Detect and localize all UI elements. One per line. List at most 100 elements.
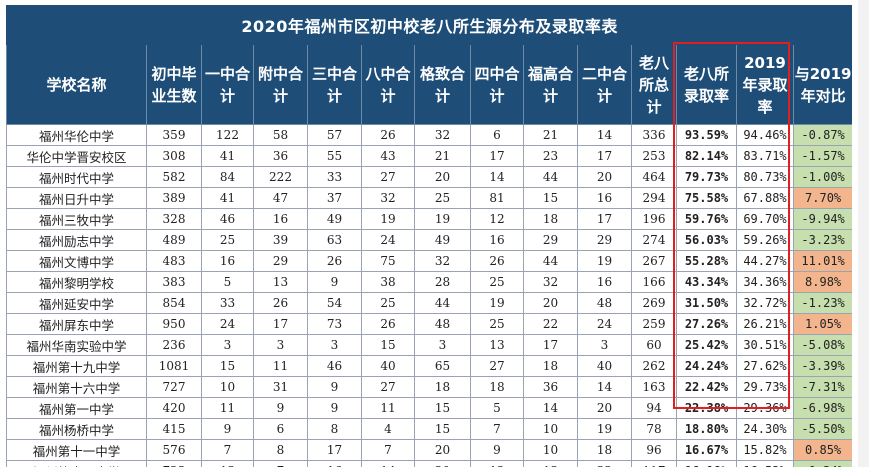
table-row[interactable]: 福州华伦中学 359 122 58 57 26 32 6 21 14 336 93.59% 94.46%… — [6, 124, 852, 146]
table-row[interactable]: 福州第十八中学72313716142012132211716.18%16.52%… — [6, 460, 852, 467]
gezhi-cell: 15 — [414, 418, 471, 440]
fuzhong-cell: 26 — [253, 292, 308, 314]
table-row[interactable]: 福州时代中学 582 84 222 33 27 20 14 44 20 464 79.73% 80.73… — [6, 166, 852, 188]
school-name-cell: 福州第十六中学 — [6, 376, 147, 398]
bazhong-cell: 38 — [361, 271, 415, 293]
sanzhong-cell: 46 — [307, 355, 362, 377]
header-sanzhong-total[interactable]: 三中合计 — [307, 44, 362, 125]
fugao-cell: 18 — [523, 355, 578, 377]
table-row[interactable]: 福州华南实验中学 236 3 3 3 15 3 13 17 3 60 25.42% 30.51% -5.0… — [6, 334, 852, 356]
diff-2019-cell: -5.08% — [792, 334, 852, 356]
rate-2019-cell: 34.36% — [736, 271, 794, 293]
gezhi-cell: 15 — [414, 397, 471, 419]
rate-2019-cell: 29.73% — [736, 376, 794, 398]
table-row[interactable]: 华伦中学晋安校区 308 41 36 55 43 21 17 23 17 253 82.14% 83.7… — [6, 145, 852, 167]
bazhong-cell: 24 — [361, 229, 415, 251]
header-erzhong-total[interactable]: 二中合计 — [577, 44, 632, 125]
header-school-name[interactable]: 学校名称 — [6, 44, 147, 125]
erzhong-cell: 22 — [577, 460, 632, 467]
bazhong-cell: 26 — [361, 124, 415, 146]
sizhong-cell: 5 — [470, 397, 524, 419]
fuzhong-cell: 222 — [253, 166, 308, 188]
graduates-cell: 1081 — [146, 355, 202, 377]
fugao-cell: 32 — [523, 271, 578, 293]
header-old-eight-rate[interactable]: 老八所录取率 — [676, 44, 737, 125]
fugao-cell: 13 — [523, 460, 578, 467]
table-row[interactable]: 福州黎明学校 383 5 13 9 38 28 25 32 16 166 43.34% 34.36% 8.… — [6, 271, 852, 293]
old-eight-rate-cell: 75.58% — [676, 187, 737, 209]
old-eight-total-cell: 253 — [631, 145, 677, 167]
admission-table-sheet: 2020年福州市区初中校老八所生源分布及录取率表 学校名称 初中毕业生数 一中合… — [6, 5, 852, 467]
old-eight-rate-cell: 25.42% — [676, 334, 737, 356]
table-row[interactable]: 福州第一中学 420 11 9 9 11 15 5 14 20 94 22.38% 29.36% -6.9… — [6, 397, 852, 419]
table-row[interactable]: 福州第十六中学 727 10 31 9 27 18 18 36 14 163 22.42% 29.73%… — [6, 376, 852, 398]
old-eight-rate-cell: 31.50% — [676, 292, 737, 314]
header-rate-2019[interactable]: 2019年录取率 — [736, 44, 794, 125]
bazhong-cell: 25 — [361, 292, 415, 314]
diff-2019-cell: -1.00% — [792, 166, 852, 188]
graduates-cell: 576 — [146, 439, 202, 461]
rate-2019-cell: 15.82% — [736, 439, 794, 461]
header-old-eight-total[interactable]: 老八所总计 — [631, 44, 677, 125]
sizhong-cell: 19 — [470, 292, 524, 314]
table-row[interactable]: 福州屏东中学 950 24 17 73 26 48 25 22 24 259 27.26% 26.21%… — [6, 313, 852, 335]
sanzhong-cell: 9 — [307, 271, 362, 293]
school-name-cell: 福州第十一中学 — [6, 439, 147, 461]
table-row[interactable]: 福州三牧中学 328 46 16 49 19 19 12 18 17 196 59.76% 69.70%… — [6, 208, 852, 230]
school-name-cell: 福州第十八中学 — [6, 460, 147, 467]
fuzhong-cell: 16 — [253, 208, 308, 230]
vertical-scrollbar[interactable] — [858, 0, 869, 467]
table-row[interactable]: 福州杨桥中学 415 9 6 8 4 15 7 10 19 78 18.80% 24.30% -5.50% — [6, 418, 852, 440]
header-bazhong-total[interactable]: 八中合计 — [361, 44, 415, 125]
header-gezhi-total[interactable]: 格致合计 — [414, 44, 471, 125]
sizhong-cell: 12 — [470, 208, 524, 230]
bazhong-cell: 19 — [361, 208, 415, 230]
table-row[interactable]: 福州文博中学 483 16 29 26 75 32 26 44 19 267 55.28% 44.27%… — [6, 250, 852, 272]
erzhong-cell: 48 — [577, 292, 632, 314]
yizhong-cell: 3 — [201, 334, 254, 356]
table-row[interactable]: 福州励志中学 489 25 39 63 24 49 16 29 29 274 56.03% 59.26%… — [6, 229, 852, 251]
fugao-cell: 36 — [523, 376, 578, 398]
old-eight-rate-cell: 56.03% — [676, 229, 737, 251]
gezhi-cell: 25 — [414, 187, 471, 209]
old-eight-rate-cell: 16.18% — [676, 460, 737, 467]
table-row[interactable]: 福州延安中学 854 33 26 54 25 44 19 20 48 269 31.50% 32.72%… — [6, 292, 852, 314]
header-yizhong-total[interactable]: 一中合计 — [201, 44, 254, 125]
sizhong-cell: 12 — [470, 460, 524, 467]
header-graduates[interactable]: 初中毕业生数 — [146, 44, 202, 125]
fugao-cell: 10 — [523, 439, 578, 461]
rate-2019-cell: 83.71% — [736, 145, 794, 167]
graduates-cell: 328 — [146, 208, 202, 230]
sizhong-cell: 27 — [470, 355, 524, 377]
header-fugao-total[interactable]: 福高合计 — [523, 44, 578, 125]
yizhong-cell: 7 — [201, 439, 254, 461]
gezhi-cell: 28 — [414, 271, 471, 293]
table-row[interactable]: 福州第十一中学 576 7 8 17 7 20 9 10 18 96 16.67% 15.82% 0.85… — [6, 439, 852, 461]
yizhong-cell: 46 — [201, 208, 254, 230]
header-fuzhong-total[interactable]: 附中合计 — [253, 44, 308, 125]
bazhong-cell: 43 — [361, 145, 415, 167]
fugao-cell: 21 — [523, 124, 578, 146]
school-name-cell: 华伦中学晋安校区 — [6, 145, 147, 167]
fugao-cell: 22 — [523, 313, 578, 335]
graduates-cell: 582 — [146, 166, 202, 188]
yizhong-cell: 33 — [201, 292, 254, 314]
fuzhong-cell: 3 — [253, 334, 308, 356]
fuzhong-cell: 36 — [253, 145, 308, 167]
gezhi-cell: 20 — [414, 460, 471, 467]
rate-2019-cell: 67.88% — [736, 187, 794, 209]
table-row[interactable]: 福州日升中学 389 41 47 37 32 25 81 15 16 294 75.58% 67.88%… — [6, 187, 852, 209]
header-diff-2019[interactable]: 与2019年对比 — [792, 44, 852, 125]
fugao-cell: 18 — [523, 208, 578, 230]
old-eight-total-cell: 96 — [631, 439, 677, 461]
gezhi-cell: 18 — [414, 376, 471, 398]
sanzhong-cell: 54 — [307, 292, 362, 314]
gezhi-cell: 32 — [414, 250, 471, 272]
header-sizhong-total[interactable]: 四中合计 — [470, 44, 524, 125]
table-row[interactable]: 福州第十九中学 1081 15 11 46 40 65 27 18 40 262 24.24% 27.6… — [6, 355, 852, 377]
graduates-cell: 723 — [146, 460, 202, 467]
old-eight-rate-cell: 55.28% — [676, 250, 737, 272]
table-title: 2020年福州市区初中校老八所生源分布及录取率表 — [6, 5, 852, 45]
bazhong-cell: 27 — [361, 376, 415, 398]
old-eight-total-cell: 464 — [631, 166, 677, 188]
